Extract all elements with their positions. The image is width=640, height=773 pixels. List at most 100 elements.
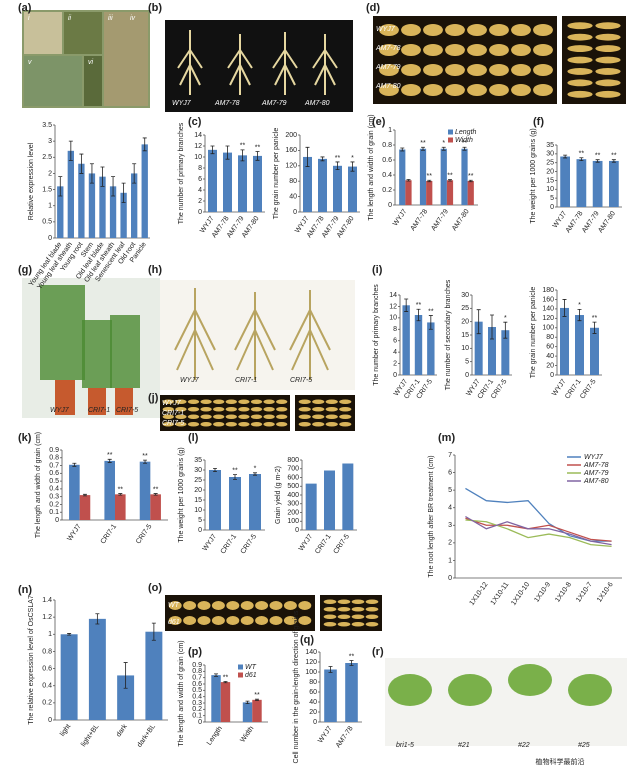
grain bbox=[255, 616, 269, 625]
grain bbox=[567, 90, 593, 98]
pot bbox=[55, 380, 75, 415]
panel-letter: (i) bbox=[372, 264, 383, 276]
photo-o bbox=[165, 595, 315, 631]
grain bbox=[401, 24, 421, 36]
bar bbox=[57, 186, 64, 238]
y-tick-label: 0.8 bbox=[42, 648, 52, 655]
grain bbox=[298, 601, 312, 610]
y-tick-label: 10 bbox=[194, 507, 202, 514]
panel-letter: (a) bbox=[18, 2, 32, 14]
photo-label: CRI7-5 bbox=[290, 377, 312, 384]
grain bbox=[595, 45, 621, 53]
error-bar bbox=[320, 156, 325, 162]
grain bbox=[238, 399, 250, 404]
bar bbox=[145, 631, 163, 720]
grain bbox=[489, 44, 509, 56]
error-bar bbox=[107, 458, 112, 463]
grain bbox=[351, 607, 365, 612]
significance: ** bbox=[255, 144, 261, 151]
y-tick-label: 15 bbox=[546, 177, 554, 184]
bar bbox=[229, 477, 241, 530]
photo-label: ii bbox=[68, 15, 72, 22]
y-tick-label: 6 bbox=[198, 176, 202, 183]
y-tick-label: 2 bbox=[198, 198, 202, 205]
y-tick-label: 2 bbox=[448, 540, 452, 547]
seedling bbox=[388, 674, 432, 706]
error-bar bbox=[233, 474, 237, 480]
grain bbox=[175, 422, 187, 427]
significance: * bbox=[351, 155, 354, 162]
significance: ** bbox=[254, 692, 260, 699]
grain bbox=[238, 407, 250, 412]
y-tick-label: 800 bbox=[287, 457, 299, 464]
bar bbox=[252, 699, 262, 722]
x-tick-label: Width bbox=[239, 725, 255, 744]
x-tick-label: dark bbox=[115, 723, 129, 739]
x-tick-label: 1X10-7 bbox=[575, 581, 594, 604]
y-tick-label: 6 bbox=[393, 338, 397, 345]
grain bbox=[323, 622, 337, 627]
pot bbox=[88, 388, 106, 415]
error-bar bbox=[406, 179, 411, 182]
bar bbox=[67, 150, 74, 238]
y-tick-label: 1 bbox=[388, 127, 392, 134]
y-axis-label: The length and width of grain (cm) bbox=[35, 432, 42, 538]
seedling bbox=[568, 674, 612, 706]
y-tick-label: 0.6 bbox=[192, 681, 202, 688]
grain bbox=[511, 44, 531, 56]
bar bbox=[115, 494, 126, 520]
grain bbox=[595, 22, 621, 30]
y-tick-label: 0.4 bbox=[49, 486, 59, 493]
error-bar bbox=[490, 314, 494, 340]
error-bar bbox=[210, 145, 215, 155]
grain bbox=[339, 414, 352, 419]
x-tick-label: WYJ7 bbox=[298, 533, 315, 552]
grain bbox=[162, 422, 174, 427]
grain bbox=[183, 601, 197, 610]
grain bbox=[401, 64, 421, 76]
panicle bbox=[272, 32, 298, 95]
y-tick-label: 0.2 bbox=[192, 706, 202, 713]
grain bbox=[365, 614, 379, 619]
grain bbox=[489, 64, 509, 76]
y-tick-label: 12 bbox=[389, 303, 397, 310]
photo-label: CRI7-1 bbox=[88, 407, 110, 414]
photo-a-tile bbox=[84, 56, 102, 106]
grain bbox=[323, 607, 337, 612]
y-tick-label: 0.3 bbox=[192, 700, 202, 707]
line bbox=[465, 519, 612, 548]
panicle bbox=[177, 30, 203, 95]
grain bbox=[250, 407, 263, 412]
x-tick-label: AM7-78 bbox=[335, 725, 355, 749]
y-tick-label: 25 bbox=[194, 477, 202, 484]
y-tick-label: 15 bbox=[461, 332, 469, 339]
y-tick-label: 25 bbox=[546, 160, 554, 167]
y-tick-label: 40 bbox=[289, 193, 297, 200]
y-tick-label: 8 bbox=[393, 326, 397, 333]
photo-label: vi bbox=[88, 59, 94, 66]
grain bbox=[250, 399, 263, 404]
bar bbox=[131, 173, 138, 238]
legend-label: WYJ7 bbox=[584, 454, 604, 461]
grain bbox=[567, 33, 593, 41]
grain bbox=[225, 399, 237, 404]
grain bbox=[213, 422, 225, 427]
grain bbox=[263, 422, 275, 427]
grain bbox=[312, 407, 325, 412]
grain bbox=[213, 407, 225, 412]
y-tick-label: 0 bbox=[48, 235, 52, 242]
y-axis-label: The weight per 1000 grains (g) bbox=[178, 447, 185, 542]
y-tick-label: 700 bbox=[287, 466, 299, 473]
error-bar bbox=[89, 163, 94, 184]
y-tick-label: 40 bbox=[546, 353, 554, 360]
legend-label: WT bbox=[245, 664, 257, 671]
grain bbox=[263, 399, 275, 404]
legend-label: Length bbox=[455, 129, 477, 136]
plant bbox=[40, 285, 85, 380]
grain bbox=[325, 422, 338, 427]
bar bbox=[305, 483, 317, 530]
x-tick-label: CRI7-1 bbox=[314, 533, 333, 555]
significance: ** bbox=[468, 173, 474, 180]
